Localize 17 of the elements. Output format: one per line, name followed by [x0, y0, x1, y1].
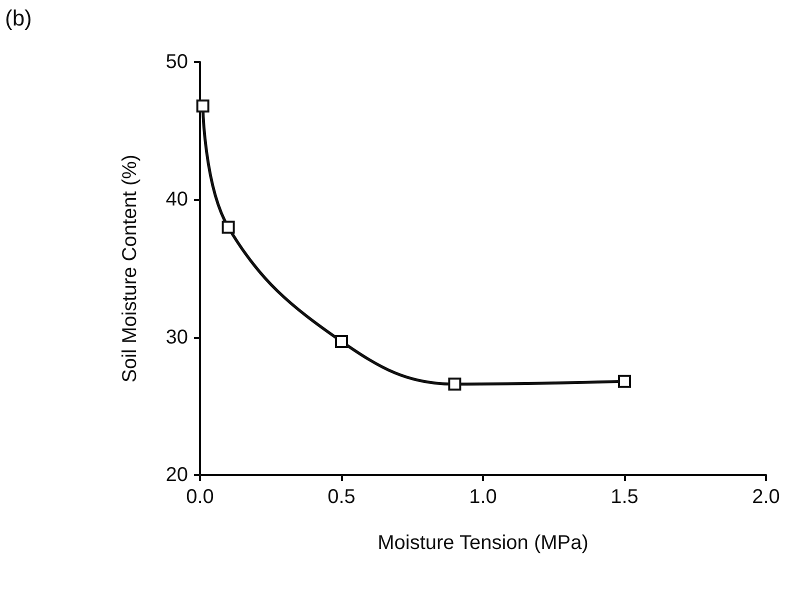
point [448, 378, 462, 391]
point [618, 374, 631, 388]
y-tick-label: 40 [166, 188, 188, 211]
x-tick-label: 0.5 [328, 486, 356, 508]
text: (b) [5, 6, 32, 30]
point [196, 100, 210, 113]
y-tick-label: 30 [166, 326, 188, 348]
y-axis-title: Soil Moisture Content (%) [119, 154, 141, 382]
y-tick-label: 20 [166, 464, 188, 486]
x-axis-title: Moisture Tension (MPa) [378, 532, 588, 554]
y-tick-label: 50 [166, 51, 188, 73]
x-tick-label: 0.0 [186, 486, 214, 508]
x-tick-label: 2.0 [752, 486, 780, 508]
x-tick-label: 1.5 [610, 486, 638, 508]
point [335, 334, 348, 348]
x-tick-label: 1.0 [469, 486, 497, 508]
point [222, 220, 235, 234]
